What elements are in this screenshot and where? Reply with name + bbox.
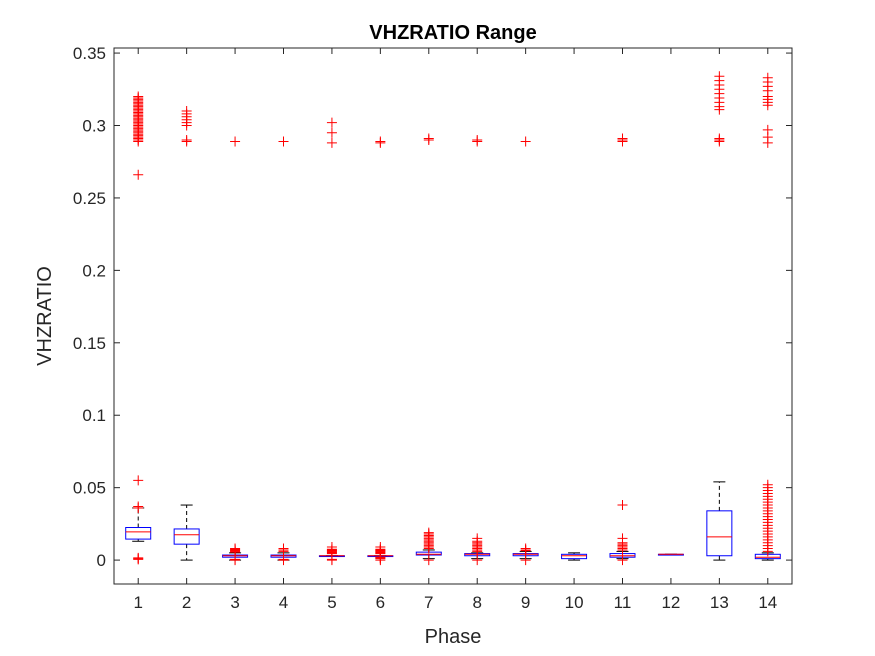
iqr-box bbox=[125, 527, 152, 540]
x-tick-label: 1 bbox=[133, 593, 142, 612]
box-phase-9 bbox=[512, 136, 539, 566]
y-tick-label: 0.35 bbox=[73, 44, 106, 63]
box-phase-4 bbox=[270, 136, 297, 566]
outlier-marker bbox=[326, 542, 337, 553]
x-tick-label: 3 bbox=[230, 593, 239, 612]
outlier-marker bbox=[326, 117, 337, 128]
box-phase-6 bbox=[367, 136, 394, 566]
outlier-marker bbox=[472, 533, 483, 544]
x-tick-label: 5 bbox=[327, 593, 336, 612]
chart-title: VHZRATIO Range bbox=[369, 22, 536, 44]
box-phase-13 bbox=[706, 71, 733, 561]
outlier-marker bbox=[375, 542, 386, 553]
x-tick-label: 7 bbox=[424, 593, 433, 612]
x-tick-label: 14 bbox=[758, 593, 777, 612]
outlier-marker bbox=[520, 555, 531, 566]
x-tick-label: 6 bbox=[376, 593, 385, 612]
outlier-marker bbox=[133, 91, 144, 102]
iqr-box bbox=[173, 528, 200, 545]
outlier-marker bbox=[423, 555, 434, 566]
outlier-marker bbox=[326, 127, 337, 138]
box-phase-8 bbox=[464, 134, 491, 566]
y-tick-label: 0.3 bbox=[82, 117, 106, 136]
outlier-marker bbox=[472, 555, 483, 566]
outlier-marker bbox=[617, 533, 628, 544]
outlier-marker bbox=[133, 169, 144, 180]
box-phase-14 bbox=[754, 72, 781, 561]
box-phase-11 bbox=[609, 133, 636, 566]
outlier-marker bbox=[472, 134, 483, 145]
x-tick-label: 12 bbox=[661, 593, 680, 612]
y-axis-label: VHZRATIO bbox=[34, 266, 56, 366]
outlier-marker bbox=[617, 133, 628, 144]
outlier-marker bbox=[520, 136, 531, 147]
x-axis: 1 2 3 4 5 6 7 8 9 10 11 12 13 14 bbox=[133, 48, 777, 612]
outlier-marker bbox=[714, 133, 725, 144]
x-tick-label: 11 bbox=[614, 593, 632, 612]
outlier-marker bbox=[762, 72, 773, 83]
outlier-marker bbox=[230, 543, 241, 554]
y-tick-label: 0.2 bbox=[82, 261, 106, 280]
y-tick-label: 0.05 bbox=[73, 479, 106, 498]
outlier-marker bbox=[617, 555, 628, 566]
box-phase-2 bbox=[173, 106, 200, 561]
x-tick-label: 13 bbox=[710, 593, 729, 612]
box-phase-5 bbox=[318, 117, 345, 566]
iqr-box bbox=[561, 553, 588, 560]
outlier-marker bbox=[375, 136, 386, 147]
box-phase-1 bbox=[125, 91, 152, 565]
x-tick-label: 10 bbox=[565, 593, 584, 612]
iqr-box bbox=[706, 510, 733, 557]
outlier-marker bbox=[617, 500, 628, 511]
y-tick-label: 0 bbox=[97, 551, 106, 570]
outlier-marker bbox=[133, 552, 144, 563]
box-phase-12 bbox=[657, 553, 684, 556]
box-phase-7 bbox=[415, 133, 442, 566]
boxes-layer bbox=[125, 71, 781, 566]
outlier-marker bbox=[133, 501, 144, 512]
outlier-marker bbox=[133, 475, 144, 486]
outlier-marker bbox=[714, 71, 725, 82]
box-phase-10 bbox=[561, 552, 588, 561]
outlier-marker bbox=[423, 133, 434, 144]
outlier-marker bbox=[762, 479, 773, 490]
outlier-marker bbox=[181, 134, 192, 145]
plot-area bbox=[113, 47, 793, 585]
outlier-marker bbox=[278, 136, 289, 147]
x-tick-label: 9 bbox=[521, 593, 530, 612]
y-tick-label: 0.25 bbox=[73, 189, 106, 208]
x-tick-label: 8 bbox=[472, 593, 481, 612]
y-tick-label: 0.1 bbox=[82, 406, 106, 425]
y-tick-label: 0.15 bbox=[73, 334, 106, 353]
y-axis: 0 0.05 0.1 0.15 0.2 0.25 0.3 0.35 bbox=[73, 44, 792, 570]
outlier-marker bbox=[520, 543, 531, 554]
x-axis-label: Phase bbox=[425, 626, 482, 648]
box-phase-3 bbox=[222, 136, 249, 566]
outlier-marker bbox=[278, 543, 289, 554]
outlier-marker bbox=[423, 527, 434, 538]
x-tick-label: 2 bbox=[182, 593, 191, 612]
outlier-marker bbox=[762, 124, 773, 135]
outlier-marker bbox=[326, 137, 337, 148]
outlier-marker bbox=[230, 136, 241, 147]
outlier-marker bbox=[181, 106, 192, 117]
x-tick-label: 4 bbox=[279, 593, 288, 612]
